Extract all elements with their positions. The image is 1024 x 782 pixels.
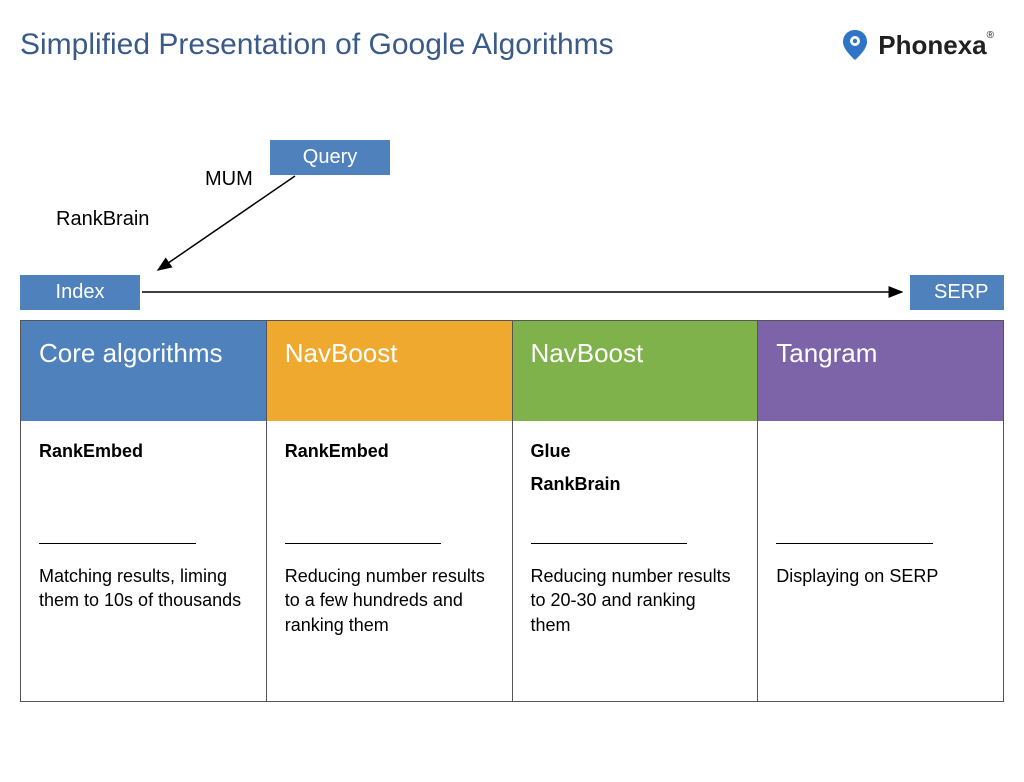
brand-logo: Phonexa® <box>840 28 994 62</box>
column-body: RankEmbed Reducing number results to a fe… <box>267 421 512 701</box>
algorithm-column: NavBoost Glue RankBrain Reducing number res… <box>513 321 759 701</box>
column-items: RankEmbed <box>285 441 494 531</box>
column-header: NavBoost <box>513 321 758 421</box>
flow-label-mum: MUM <box>205 168 253 191</box>
column-header: Core algorithms <box>21 321 266 421</box>
flow-node-query: Query <box>270 140 390 175</box>
column-item: Glue <box>531 441 740 462</box>
column-item: RankEmbed <box>285 441 494 462</box>
column-header: Tangram <box>758 321 1003 421</box>
column-divider <box>531 543 688 544</box>
column-body: Displaying on SERP <box>758 421 1003 701</box>
column-description: Displaying on SERP <box>776 564 985 588</box>
column-divider <box>776 543 933 544</box>
column-description: Reducing number results to 20-30 and ran… <box>531 564 740 637</box>
flow-label-rankbrain: RankBrain <box>56 208 149 231</box>
column-body: Glue RankBrain Reducing number results to … <box>513 421 758 701</box>
column-item: RankEmbed <box>39 441 248 462</box>
column-header: NavBoost <box>267 321 512 421</box>
column-items: Glue RankBrain <box>531 441 740 531</box>
column-description: Matching results, liming them to 10s of … <box>39 564 248 613</box>
column-items: RankEmbed <box>39 441 248 531</box>
flow-node-index: Index <box>20 275 140 310</box>
column-description: Reducing number results to a few hundred… <box>285 564 494 637</box>
column-divider <box>285 543 442 544</box>
column-items <box>776 441 985 531</box>
algorithm-table: Core algorithms RankEmbed Matching results… <box>20 320 1004 702</box>
algorithm-column: NavBoost RankEmbed Reducing number results… <box>267 321 513 701</box>
column-body: RankEmbed Matching results, liming them t… <box>21 421 266 701</box>
algorithm-column: Core algorithms RankEmbed Matching results… <box>21 321 267 701</box>
flow-node-serp: SERP <box>910 275 1004 310</box>
brand-name: Phonexa® <box>878 30 994 61</box>
phonexa-icon <box>840 28 870 62</box>
algorithm-column: Tangram Displaying on SERP <box>758 321 1003 701</box>
column-item: RankBrain <box>531 474 740 495</box>
page-title: Simplified Presentation of Google Algori… <box>20 28 614 62</box>
column-divider <box>39 543 196 544</box>
